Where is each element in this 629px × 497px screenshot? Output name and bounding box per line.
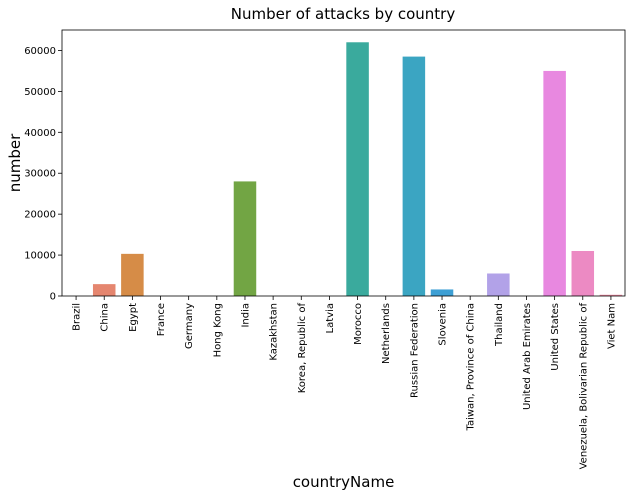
x-tick-label-united-states: United States bbox=[550, 303, 561, 371]
y-tick-label: 50000 bbox=[24, 87, 56, 98]
bar-egypt bbox=[121, 253, 144, 296]
y-tick-label: 10000 bbox=[24, 251, 56, 262]
x-axis-title: countryName bbox=[293, 473, 395, 491]
x-tick-label-netherlands: Netherlands bbox=[381, 303, 392, 364]
y-axis-ticks: 0 10000 20000 30000 40000 50000 60000 bbox=[24, 46, 62, 303]
plot-frame bbox=[61, 29, 626, 297]
x-tick-label-latvia: Latvia bbox=[325, 303, 336, 333]
y-tick-label: 20000 bbox=[24, 210, 56, 221]
x-tick-label-korea-republic-of: Korea, Republic of bbox=[297, 303, 308, 394]
x-tick-label-hong-kong: Hong Kong bbox=[212, 303, 223, 357]
y-tick-label: 30000 bbox=[24, 169, 56, 180]
y-axis-title: number bbox=[6, 133, 24, 192]
bar-thailand bbox=[487, 273, 510, 296]
x-tick-label-russian-federation: Russian Federation bbox=[409, 303, 420, 398]
x-tick-label-morocco: Morocco bbox=[353, 303, 364, 345]
x-tick-label-india: India bbox=[240, 303, 251, 328]
bar-china bbox=[92, 284, 116, 296]
y-tick-label: 0 bbox=[50, 292, 56, 303]
x-tick-label-brazil: Brazil bbox=[72, 303, 83, 331]
x-tick-label-venezuela-bolivarian-republic-of: Venezuela, Bolivarian Republic of bbox=[578, 303, 589, 470]
bar-russian-federation bbox=[402, 56, 426, 296]
y-tick-label: 40000 bbox=[24, 128, 56, 139]
x-tick-label-united-arab-emirates: United Arab Emirates bbox=[522, 303, 533, 410]
x-axis-ticks: Brazil China Egypt France Germany Hong Kong In… bbox=[72, 296, 617, 470]
x-tick-label-egypt: Egypt bbox=[128, 303, 139, 332]
x-tick-label-france: France bbox=[156, 303, 167, 336]
bar-slovenia bbox=[430, 289, 454, 296]
chart-title: Number of attacks by country bbox=[231, 5, 456, 23]
x-tick-label-china: China bbox=[100, 303, 111, 332]
bar-viet-nam bbox=[599, 294, 623, 296]
x-tick-label-germany: Germany bbox=[184, 303, 195, 349]
y-tick-label: 60000 bbox=[24, 46, 56, 57]
x-tick-label-thailand: Thailand bbox=[494, 303, 505, 347]
x-tick-label-kazakhstan: Kazakhstan bbox=[269, 303, 280, 361]
x-tick-label-viet-nam: Viet Nam bbox=[606, 303, 617, 349]
x-tick-label-taiwan-province-of-china: Taiwan, Province of China bbox=[466, 303, 477, 431]
bar-venezuela-bolivarian-republic-of bbox=[571, 250, 595, 296]
bar-morocco bbox=[346, 42, 369, 297]
bars-group bbox=[92, 42, 623, 297]
bar-united-states bbox=[543, 70, 566, 296]
bar-india bbox=[233, 181, 257, 296]
x-tick-label-slovenia: Slovenia bbox=[438, 303, 449, 346]
